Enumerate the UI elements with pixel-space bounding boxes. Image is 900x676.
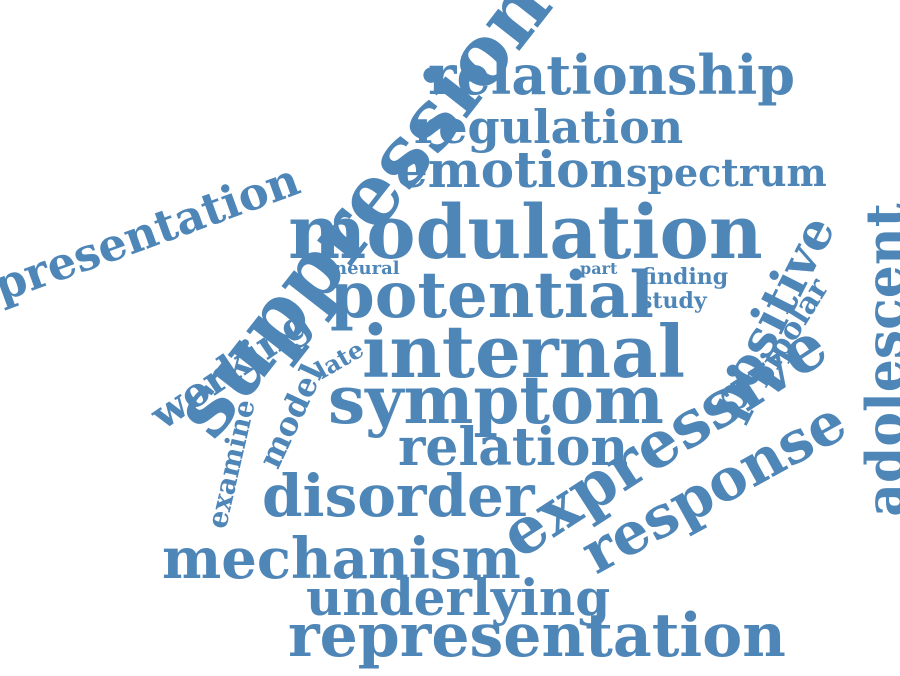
word-neural: neural [334,258,400,279]
word-emotion: emotion [396,140,626,199]
word-relationship: relationship [428,43,795,107]
word-adolescent: adolescent [855,203,900,517]
word-representation: representation [288,601,786,671]
word-disorder: disorder [262,462,535,530]
word-spectrum: spectrum [626,150,827,195]
word-mechanism: mechanism [162,526,521,592]
word-symptom: symptom [328,361,664,439]
word-finding: finding [641,264,729,290]
word-internal: internal [362,309,686,394]
word-underlying: underlying [306,568,611,627]
word-relation: relation [398,417,629,478]
word-modulation: modulation [288,190,763,276]
word-part: part [580,259,618,278]
word-study: study [640,288,707,314]
word-potential: potential [330,258,654,333]
word-regulation: regulation [414,100,684,154]
